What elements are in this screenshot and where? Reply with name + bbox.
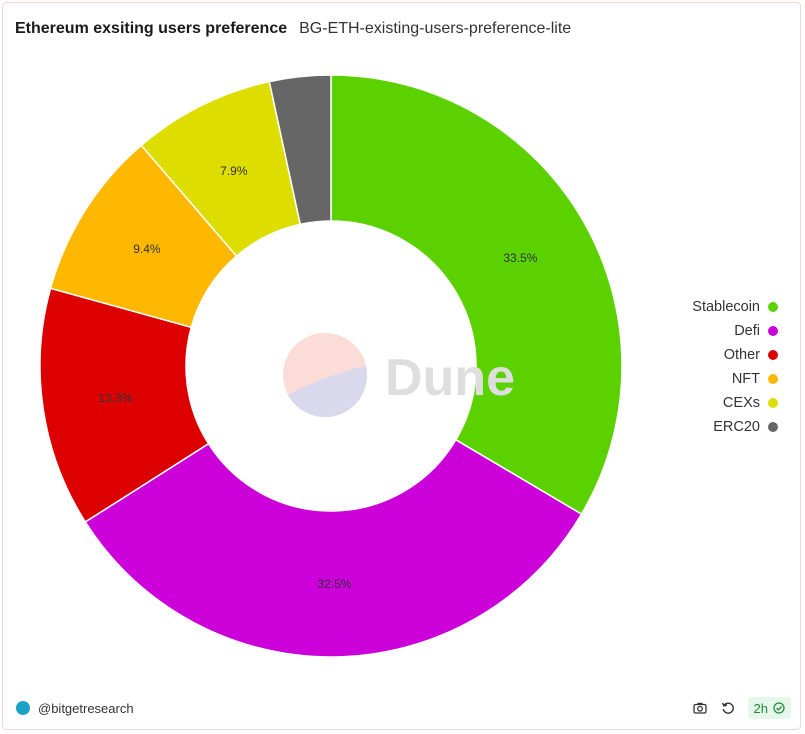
chart-footer: @bitgetresearch 2h [16,697,791,719]
legend-swatch [768,397,778,408]
legend-swatch [768,325,778,336]
refresh-time: 2h [753,700,768,716]
legend-item-stablecoin[interactable]: Stablecoin [692,297,778,316]
author-link[interactable]: @bitgetresearch [16,701,134,716]
slice-label-cexs: 7.9% [220,164,248,178]
slice-label-defi: 32.5% [317,577,351,591]
slice-label-nft: 9.4% [133,242,161,256]
camera-icon[interactable] [692,700,708,716]
chart-title: Ethereum exsiting users preference [15,20,288,37]
chart-header: Ethereum exsiting users preference BG-ET… [15,20,571,42]
chart-subtitle: BG-ETH-existing-users-preference-lite [299,20,572,37]
legend-label: Stablecoin [692,298,760,315]
legend-swatch [768,349,778,360]
check-circle-icon [773,702,785,714]
author-name: @bitgetresearch [38,700,134,716]
footer-actions: 2h [692,697,791,719]
slice-other[interactable] [39,287,210,523]
legend-swatch [768,301,778,312]
dune-watermark: Dune [283,333,515,418]
slice-erc20[interactable] [268,74,332,226]
dune-logo-bottom [288,366,368,418]
dune-watermark-text: Dune [385,349,515,407]
legend-item-nft[interactable]: NFT [732,369,778,388]
legend-item-defi[interactable]: Defi [734,321,778,340]
legend-item-erc20[interactable]: ERC20 [713,417,778,436]
legend-label: ERC20 [713,418,760,435]
refresh-badge[interactable]: 2h [747,697,791,719]
chart-legend: Stablecoin Defi Other NFT CEXs ERC20 [692,297,778,436]
avatar [16,701,30,715]
slice-label-stablecoin: 33.5% [503,251,537,265]
legend-label: Other [723,346,760,363]
slice-defi[interactable] [84,438,583,658]
slice-stablecoin[interactable] [330,74,623,516]
legend-label: Defi [734,322,760,339]
legend-swatch [768,373,778,384]
legend-label: NFT [731,370,760,387]
slice-label-other: 13.3% [98,391,132,405]
refresh-icon[interactable] [720,700,736,716]
legend-item-other[interactable]: Other [724,345,778,364]
legend-label: CEXs [722,394,760,411]
legend-swatch [768,421,778,432]
legend-item-cexs[interactable]: CEXs [723,393,778,412]
